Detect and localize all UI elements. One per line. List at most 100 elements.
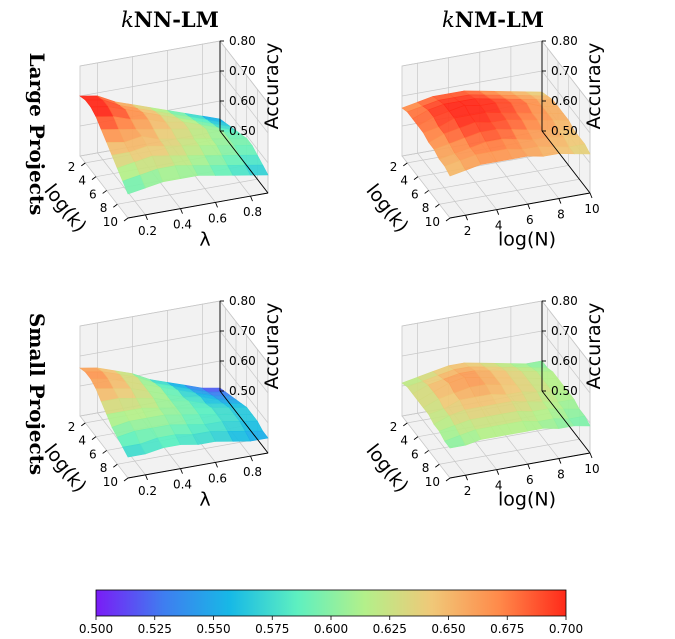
y-tick — [424, 450, 429, 454]
x-tick-label: 8 — [557, 208, 565, 222]
x-tick — [145, 214, 148, 221]
y-tick — [81, 422, 86, 427]
y-tick-label: 4 — [400, 174, 408, 188]
gridline — [428, 165, 569, 191]
z-tick-label: 0.70 — [551, 64, 578, 78]
y-tick — [102, 190, 107, 194]
surface-panels: 0.2 0.4 0.6 0.82468100.500.600.700.80λlog(k… — [40, 34, 605, 510]
y-axis-line — [541, 130, 591, 194]
x-tick-label: 0.8 — [243, 465, 262, 479]
x-tick-label: 0.6 — [208, 211, 227, 225]
gridline — [401, 40, 543, 67]
x-tick — [215, 202, 218, 208]
y-tick-label: 8 — [100, 201, 108, 215]
gridline — [541, 300, 591, 364]
x-tick-label: 10 — [584, 202, 599, 216]
x-tick-label: 8 — [557, 468, 565, 482]
y-tick-label: 10 — [103, 475, 118, 489]
y-tick — [91, 436, 97, 441]
x-tick — [527, 463, 531, 470]
x-tick-label: 6 — [526, 213, 534, 227]
z-tick-label: 0.80 — [229, 34, 256, 48]
z-tick-label: 0.50 — [551, 124, 578, 138]
x-tick — [250, 195, 253, 202]
y-tick-label: 10 — [103, 215, 118, 229]
y-tick-label: 6 — [411, 447, 419, 461]
column-title-knn-lm: kNN-LM — [121, 7, 219, 32]
x-axis-line — [449, 192, 591, 219]
gridline — [401, 300, 543, 327]
surface-patch — [568, 143, 591, 155]
surface-panel: 0.2 0.4 0.6 0.82468100.500.600.700.80λlog(k… — [40, 34, 283, 250]
x-axis-line — [127, 192, 269, 219]
x-tick — [589, 192, 593, 199]
row-label-large-projects: Large Projects — [25, 53, 49, 216]
gridline — [401, 70, 543, 97]
z-tick-label: 0.50 — [229, 384, 256, 398]
z-tick-label: 0.70 — [551, 324, 578, 338]
y-tick — [413, 176, 419, 181]
z-axis-label: Accuracy — [583, 43, 605, 130]
x-axis-label: log(N) — [498, 488, 556, 510]
x-tick — [180, 468, 183, 474]
gridline — [79, 300, 221, 327]
x-tick-label: 0.6 — [208, 471, 227, 485]
y-tick-label: 8 — [100, 461, 108, 475]
x-axis-line — [127, 452, 269, 479]
y-tick-label: 6 — [89, 187, 97, 201]
gridline — [401, 330, 543, 357]
x-axis-label: λ — [199, 488, 210, 510]
x-tick — [558, 198, 562, 204]
x-tick-label: 2 — [464, 224, 472, 238]
z-tick-label: 0.70 — [229, 324, 256, 338]
y-tick — [123, 477, 129, 482]
x-axis-line — [449, 452, 591, 479]
x-tick — [215, 462, 218, 468]
gridline — [439, 438, 580, 465]
y-tick-label: 6 — [89, 447, 97, 461]
surface-panel: 2 4 6 8 102468100.500.600.700.80log(N)log(k)… — [362, 294, 605, 510]
colorbar-tick-label: 0.625 — [373, 622, 407, 636]
x-tick-label: 6 — [526, 473, 534, 487]
y-tick — [424, 190, 429, 194]
y-tick-label: 2 — [68, 420, 76, 434]
y-tick-label: 2 — [390, 160, 398, 174]
colorbar-tick-label: 0.700 — [549, 622, 583, 636]
colorbar-tick-label: 0.575 — [255, 622, 289, 636]
y-tick — [435, 463, 440, 468]
y-tick — [403, 422, 408, 427]
surface-patch — [568, 415, 591, 427]
gridline — [219, 330, 269, 394]
y-tick-label: 8 — [422, 461, 430, 475]
z-axis-label: Accuracy — [261, 303, 283, 390]
z-tick-label: 0.60 — [551, 94, 578, 108]
x-tick — [180, 208, 183, 214]
y-tick — [113, 203, 118, 208]
colorbar-tick-label: 0.675 — [490, 622, 524, 636]
x-tick-label: 2 — [464, 484, 472, 498]
column-title-knm-lm: kNM-LM — [442, 7, 544, 32]
z-axis-label: Accuracy — [261, 43, 283, 130]
z-tick-label: 0.60 — [229, 94, 256, 108]
gridline — [541, 40, 591, 104]
y-axis-line — [219, 130, 269, 194]
colorbar-tick-label: 0.550 — [196, 622, 230, 636]
y-axis-label: log(k) — [362, 440, 413, 497]
y-tick-label: 10 — [425, 475, 440, 489]
surface-panel: 2 4 6 8 102468100.500.600.700.80log(N)log(k)… — [362, 34, 605, 250]
y-tick-label: 10 — [425, 215, 440, 229]
x-tick — [558, 458, 562, 464]
gridline — [219, 70, 269, 134]
gridline — [117, 438, 258, 465]
y-tick-label: 4 — [78, 174, 86, 188]
y-tick-label: 2 — [68, 160, 76, 174]
y-tick — [91, 176, 97, 181]
x-tick-label: 0.2 — [138, 224, 157, 238]
gridline — [117, 178, 258, 205]
z-tick-label: 0.60 — [229, 354, 256, 368]
x-tick — [527, 203, 531, 210]
y-tick — [435, 203, 440, 208]
row-label-small-projects: Small Projects — [25, 313, 49, 475]
x-tick — [496, 209, 500, 215]
